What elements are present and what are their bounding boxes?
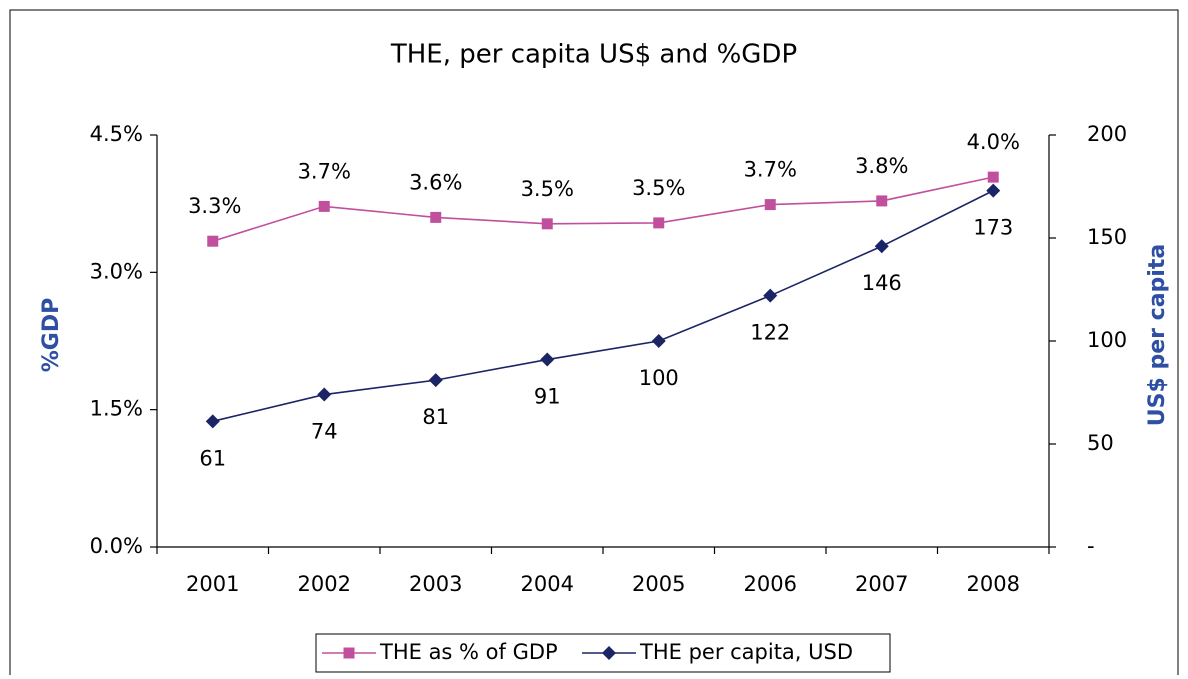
y2-tick-label: 50: [1087, 431, 1114, 455]
x-tick-label: 2003: [409, 572, 462, 596]
data-label: 3.7%: [744, 158, 797, 182]
legend-marker: [343, 647, 355, 659]
y-axis-title: %GDP: [39, 298, 64, 373]
data-label: 146: [862, 271, 902, 295]
legend-label: THE as % of GDP: [379, 640, 558, 664]
data-label: 3.6%: [409, 170, 462, 194]
y2-axis-title: US$ per capita: [1145, 244, 1170, 426]
x-tick-label: 2008: [967, 572, 1020, 596]
data-point: [205, 414, 220, 429]
x-tick-label: 2002: [298, 572, 351, 596]
data-label: 91: [534, 385, 561, 409]
data-point: [430, 211, 442, 223]
data-label: 4.0%: [967, 130, 1020, 154]
data-point: [876, 195, 888, 207]
data-point: [428, 373, 443, 388]
data-point: [540, 352, 555, 367]
y2-tick-label: 200: [1087, 122, 1127, 146]
chart-frame: [9, 9, 1179, 675]
x-tick-label: 2005: [632, 572, 685, 596]
legend-label: THE per capita, USD: [639, 640, 853, 664]
data-label: 74: [311, 420, 338, 444]
y2-tick-label: 100: [1087, 328, 1127, 352]
y-tick-label: 3.0%: [90, 259, 143, 283]
y2-tick-label: 150: [1087, 225, 1127, 249]
data-label: 81: [422, 405, 449, 429]
x-tick-label: 2006: [744, 572, 797, 596]
data-point: [317, 387, 332, 402]
legend-marker: [602, 646, 616, 660]
data-point: [207, 235, 219, 247]
data-point: [986, 183, 1001, 198]
series-line: [212, 189, 994, 423]
y-tick-label: 4.5%: [90, 122, 143, 146]
y-tick-label: 0.0%: [90, 534, 143, 558]
data-point: [651, 334, 666, 348]
data-point: [653, 217, 665, 229]
data-point: [763, 288, 778, 303]
data-label: 3.3%: [188, 194, 241, 218]
data-label: 61: [199, 446, 226, 470]
x-tick-label: 2004: [521, 572, 574, 596]
data-label: 100: [639, 366, 679, 390]
y-tick-label: 1.5%: [90, 397, 143, 421]
data-point: [987, 171, 999, 183]
series-line: [212, 176, 994, 242]
data-point: [318, 200, 330, 212]
data-label: 122: [750, 321, 790, 345]
chart-title: THE, per capita US$ and %GDP: [390, 40, 797, 70]
y2-tick-label: -: [1087, 534, 1095, 558]
data-label: 3.7%: [298, 159, 351, 183]
data-point: [764, 199, 776, 211]
data-label: 3.8%: [855, 154, 908, 178]
data-label: 3.5%: [521, 177, 574, 201]
x-tick-label: 2007: [855, 572, 908, 596]
x-tick-label: 2001: [186, 572, 239, 596]
data-point: [541, 218, 553, 230]
data-point: [874, 239, 889, 254]
data-label: 173: [973, 216, 1013, 240]
data-label: 3.5%: [632, 176, 685, 200]
